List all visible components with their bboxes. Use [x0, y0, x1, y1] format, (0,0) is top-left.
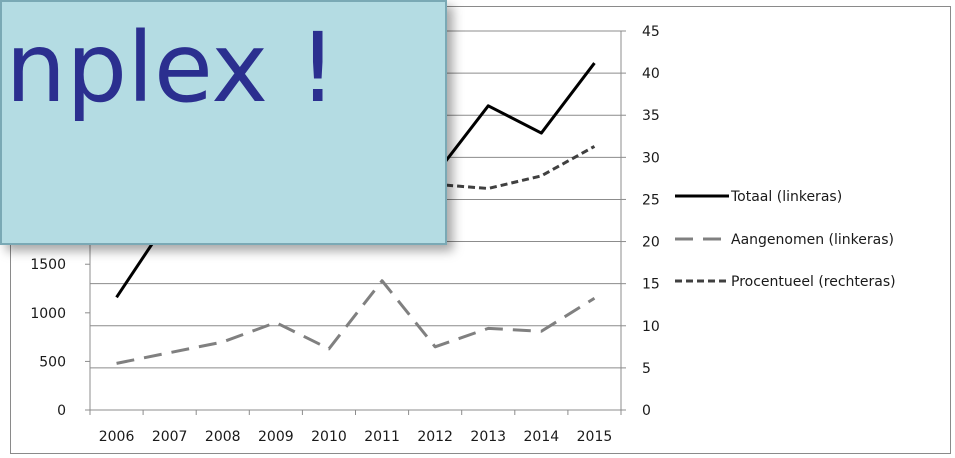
x-tick-label: 2013 — [470, 429, 506, 445]
right-tick-label: 20 — [642, 235, 660, 251]
x-tick-label: 2010 — [311, 429, 347, 445]
overlay-title-box: nplex ! — [0, 0, 447, 245]
right-tick-label: 10 — [642, 319, 660, 335]
right-tick-label: 15 — [642, 277, 660, 293]
right-tick-label: 5 — [642, 361, 651, 377]
right-tick-label: 25 — [642, 192, 660, 208]
series-line — [433, 62, 596, 176]
right-tick-label: 30 — [642, 150, 660, 166]
axes: 2006 2007 2008 2009 2010 2011 2012 2013 2014 2015… — [30, 24, 659, 445]
overlay-title-text: nplex ! — [5, 12, 337, 124]
x-tick-label: 2015 — [577, 429, 613, 445]
x-tick-label: 2014 — [524, 429, 560, 445]
right-tick-label: 0 — [642, 403, 651, 419]
right-tick-label: 40 — [642, 66, 660, 82]
left-tick-label: 1000 — [30, 306, 66, 322]
right-tick-label: 35 — [642, 108, 660, 124]
legend-label: Totaal (linkeras) — [730, 189, 842, 205]
x-tick-label: 2012 — [417, 429, 453, 445]
x-tick-label: 2007 — [152, 429, 188, 445]
x-tick-label: 2011 — [364, 429, 400, 445]
series-line — [116, 279, 596, 365]
x-tick-label: 2009 — [258, 429, 294, 445]
right-tick-label: 45 — [642, 24, 660, 40]
left-tick-label: 1500 — [30, 257, 66, 273]
series-line — [435, 145, 596, 190]
legend-label: Procentueel (rechteras) — [731, 274, 896, 290]
left-tick-label: 500 — [39, 354, 66, 370]
x-tick-label: 2006 — [99, 429, 135, 445]
x-tick-label: 2008 — [205, 429, 241, 445]
left-tick-label: 0 — [57, 403, 66, 419]
legend-label: Aangenomen (linkeras) — [731, 232, 894, 248]
legend: Totaal (linkeras) Aangenomen (linkeras) Pr… — [675, 189, 896, 290]
